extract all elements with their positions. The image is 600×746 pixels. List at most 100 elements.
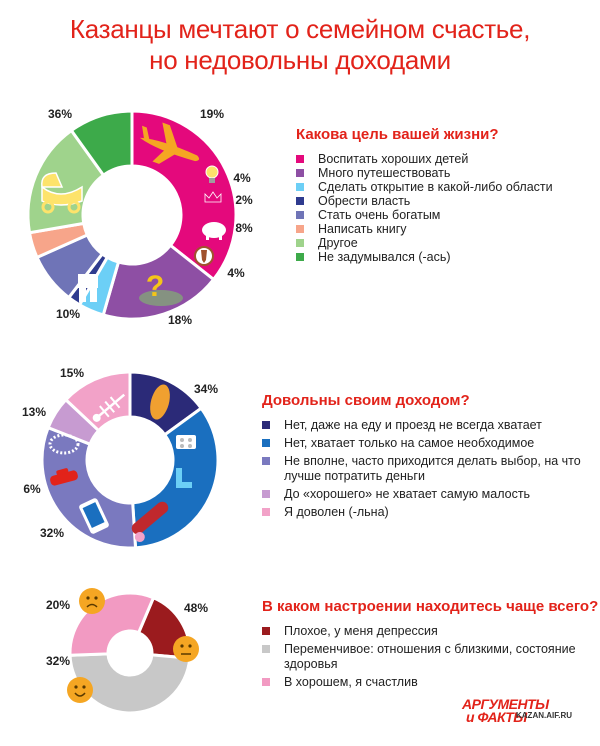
logo-site: KAZAN.AIF.RU [516, 711, 572, 720]
percent-label: 19% [200, 107, 224, 121]
legend-swatch [262, 457, 270, 465]
percent-label: 20% [46, 598, 70, 612]
legend-item: Воспитать хороших детей [296, 152, 596, 166]
percent-label: 32% [40, 526, 64, 540]
neutral-face-icon [173, 636, 199, 662]
legend-swatch [296, 225, 304, 233]
legend-swatch [262, 490, 270, 498]
legend-list: Воспитать хороших детей Много путешествов… [296, 152, 596, 264]
legend-label: Не задумывался (-ась) [318, 250, 451, 264]
bread-icon [150, 384, 170, 420]
car-icon [50, 468, 78, 486]
legend-label: Я доволен (-льна) [284, 505, 389, 519]
legend-item: Нет, хватает только на самое необходимое [262, 436, 582, 451]
airplane-icon [139, 122, 200, 164]
percent-label: 10% [56, 307, 80, 321]
legend-item: Переменчивое: отношения с близкими, сост… [262, 642, 582, 672]
page-title-line-2: но недовольны доходами [149, 45, 451, 75]
happy-face-icon [67, 677, 93, 703]
percent-label: 34% [194, 382, 218, 396]
donut-slice [101, 243, 216, 321]
legend-label: В хорошем, я счастлив [284, 675, 418, 689]
legend-item: Я доволен (-льна) [262, 505, 582, 520]
legend-label: Написать книгу [318, 222, 407, 236]
legend-swatch [262, 678, 270, 686]
donut-chart-2: 15% 34% 32% 6% 13% [22, 366, 220, 550]
legend-label: Переменчивое: отношения с близкими, сост… [284, 642, 576, 671]
legend-swatch [296, 169, 304, 177]
page-title-line-1: Казанцы мечтают о семейном счастье, [69, 14, 531, 44]
legend-swatch [296, 253, 304, 261]
percent-label: 18% [168, 313, 192, 327]
socks-icon [176, 468, 192, 488]
donut-slice [40, 425, 138, 550]
aif-logo: АРГУМЕНТЫ и ФАКТЫ KAZAN.AIF.RU [462, 696, 592, 725]
fish-bone-icon [92, 393, 126, 422]
pills-icon [176, 435, 196, 449]
donut-chart-1: 36% 19% 4% 2% 8% 4% 18% 10% [26, 107, 253, 327]
smartphone-icon [79, 498, 109, 534]
legend-item: Сделать открытие в какой-либо области [296, 180, 596, 194]
legend-item: Много путешествовать [296, 166, 596, 180]
percent-label: 8% [235, 221, 253, 235]
legend-swatch [296, 183, 304, 191]
legend-swatch [262, 627, 270, 635]
percent-label: 6% [23, 482, 41, 496]
legend-life-goal: Какова цель вашей жизни? Воспитать хорош… [296, 126, 596, 264]
percent-label: 13% [22, 405, 46, 419]
chart-icons: ? [41, 122, 226, 703]
baby-carriage-icon [41, 172, 83, 214]
legend-swatch [296, 197, 304, 205]
logo-line-1: АРГУМЕНТЫ [462, 696, 549, 712]
percent-label: 15% [60, 366, 84, 380]
percent-label: 4% [227, 266, 245, 280]
lightbulb-icon [205, 165, 219, 183]
person-silhouette-icon [78, 274, 98, 302]
logo-line-2: и ФАКТЫ [466, 709, 527, 725]
legend-swatch [262, 645, 270, 653]
legend-label: Много путешествовать [318, 166, 451, 180]
sad-face-icon [79, 588, 105, 614]
legend-label: Обрести власть [318, 194, 411, 208]
legend-swatch [296, 211, 304, 219]
legend-item: Написать книгу [296, 222, 596, 236]
legend-item: В хорошем, я счастлив [262, 675, 582, 690]
crown-icon [204, 191, 222, 203]
piggy-bank-icon [202, 222, 226, 240]
legend-swatch [262, 439, 270, 447]
percent-label: 32% [46, 654, 70, 668]
legend-list: Нет, даже на еду и проезд не всегда хват… [262, 418, 582, 520]
legend-label: Нет, даже на еду и проезд не всегда хват… [284, 418, 542, 432]
legend-item: Другое [296, 236, 596, 250]
legend-swatch [262, 421, 270, 429]
legend-swatch [296, 155, 304, 163]
legend-item: Стать очень богатым [296, 208, 596, 222]
legend-item: Нет, даже на еду и проезд не всегда хват… [262, 418, 582, 433]
legend-swatch [296, 239, 304, 247]
legend-label: Сделать открытие в какой-либо области [318, 180, 553, 194]
legend-label: Другое [318, 236, 358, 250]
legend-label: До «хорошего» не хватает самую малость [284, 487, 531, 501]
legend-item: Обрести власть [296, 194, 596, 208]
sausage-icon [131, 501, 169, 542]
percent-label: 2% [235, 193, 253, 207]
page-title: Казанцы мечтают о семейном счастье, но н… [0, 14, 600, 76]
legend-swatch [262, 508, 270, 516]
chart-title-income: Довольны своим доходом? [262, 392, 470, 409]
percent-label: 48% [184, 601, 208, 615]
fountain-pen-icon [194, 246, 214, 266]
question-mark-icon: ? [139, 270, 183, 306]
percent-label: 36% [48, 107, 72, 121]
percent-label: 4% [233, 171, 251, 185]
chart-title-life-goal: Какова цель вашей жизни? [296, 126, 499, 143]
legend-item: Плохое, у меня депрессия [262, 624, 582, 639]
legend-label: Нет, хватает только на самое необходимое [284, 436, 535, 450]
donut-slice [63, 370, 132, 433]
legend-mood: В каком настроении находитесь чаще всего… [262, 598, 599, 693]
svg-text:?: ? [146, 270, 164, 303]
chart-title-mood: В каком настроении находитесь чаще всего… [262, 598, 599, 615]
legend-label: Не вполне, часто приходится делать выбор… [284, 454, 581, 483]
legend-income: Довольны своим доходом? Нет, даже на еду… [262, 392, 582, 523]
legend-item: До «хорошего» не хватает самую малость [262, 487, 582, 502]
